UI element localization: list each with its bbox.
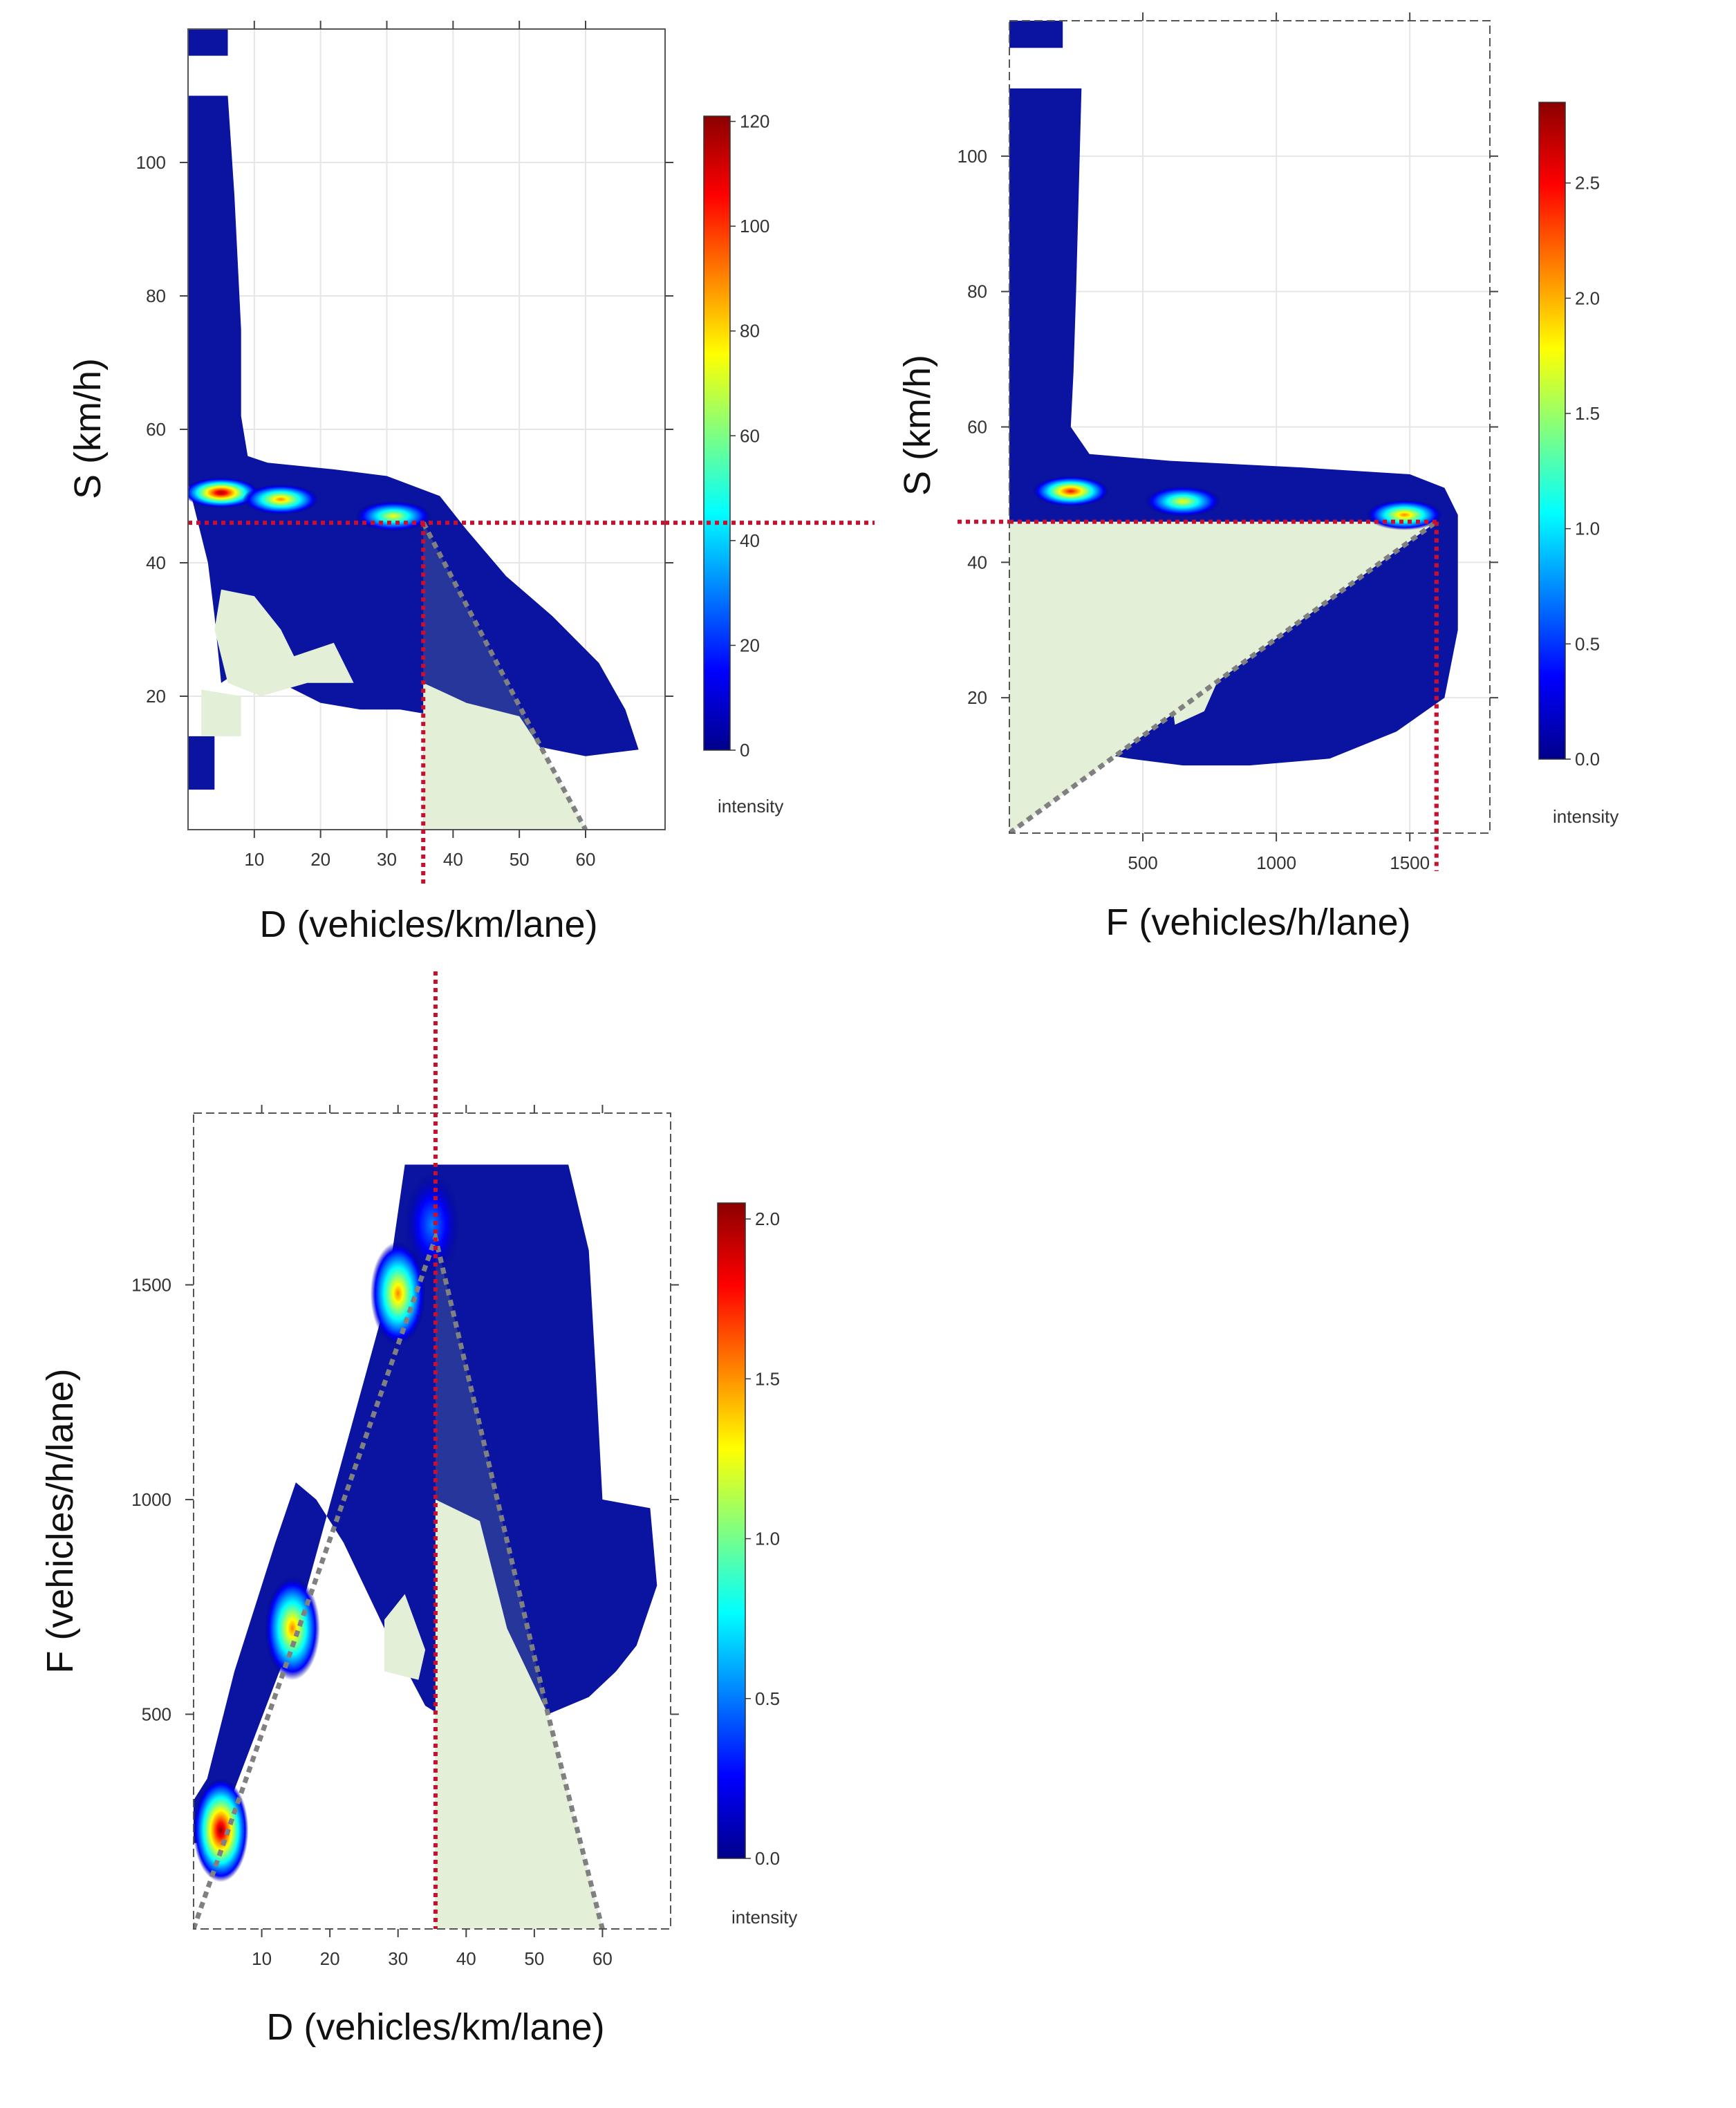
speed-flow-panel: 500 1000 1500 20 40 60 80 100 0.0 0.5 1.0 1.5 2.0 2.…: [871, 0, 1735, 968]
flow-density-x-tick-label: 40: [456, 1948, 476, 1969]
speed-flow-y-tick-label: 40: [967, 552, 987, 572]
flow-density-empty-region: [384, 1594, 426, 1680]
speed-density-chart: 10 20 30 40 50 60 20 40 60 80 100 0 20 40 60 80 100 120 i…: [67, 21, 783, 945]
flow-density-fundamental-diagram-line: [194, 1229, 605, 1929]
speed-density-x-tick-label: 30: [377, 849, 397, 870]
speed-flow-y-axis-title: S (km/h): [897, 355, 938, 496]
speed-density-grid: [188, 29, 665, 830]
speed-density-colorbar-tick-label: 0: [740, 740, 749, 761]
flow-density-x-axis-title: D (vehicles/km/lane): [266, 2006, 604, 2048]
speed-density-colorbar: 0 20 40 60 80 100 120 intensity: [703, 111, 783, 817]
speed-density-x-tick-label: 50: [510, 849, 530, 870]
speed-density-colorbar-tick-label: 100: [740, 216, 769, 236]
speed-density-axes: 10 20 30 40 50 60 20 40 60 80 100: [136, 21, 673, 870]
speed-density-density-region: [188, 29, 228, 56]
speed-flow-colorbar-tick-label: 1.0: [1575, 519, 1600, 539]
speed-flow-axes: 500 1000 1500 20 40 60 80 100: [958, 12, 1498, 873]
speed-density-colorbar-tick-label: 60: [740, 425, 760, 446]
flow-density-x-tick-label: 10: [252, 1948, 272, 1969]
speed-density-density-region: [188, 736, 215, 790]
flow-density-density-region: [194, 1164, 657, 1843]
speed-density-colorbar-tick-label: 20: [740, 635, 760, 655]
flow-density-colorbar-tick-label: 0.5: [755, 1688, 780, 1709]
flow-density-hotspot: [194, 1778, 249, 1883]
speed-flow-colorbar-tick-label: 2.0: [1575, 288, 1600, 308]
flow-density-colorbar-tick-label: 0.0: [755, 1848, 780, 1869]
speed-density-x-tick-label: 20: [310, 849, 330, 870]
speed-flow-hotspot: [1144, 486, 1221, 517]
speed-density-y-tick-label: 40: [146, 552, 166, 573]
flow-density-axes: 10 20 30 40 50 60 500 1000 1500: [131, 1105, 679, 1969]
speed-density-empty-region: [214, 589, 354, 696]
flow-density-colorbar: 0.0 0.5 1.0 1.5 2.0 intensity: [717, 1202, 797, 1928]
speed-density-hotspot: [188, 477, 259, 508]
speed-flow-colorbar-tick-label: 1.5: [1575, 403, 1600, 424]
speed-density-y-tick-label: 100: [136, 152, 166, 173]
speed-density-x-tick-label: 10: [244, 849, 264, 870]
speed-flow-colorbar-ramp: [1538, 102, 1566, 760]
flow-density-plot-frame: [193, 1112, 671, 1930]
speed-flow-x-tick-label: 1000: [1256, 852, 1296, 873]
speed-density-panel: 10 20 30 40 50 60 20 40 60 80 100 0 20 40 60 80 100 120 i…: [0, 0, 878, 968]
speed-density-colorbar-tick-label: 40: [740, 530, 760, 551]
flow-density-empty-region: [435, 1499, 603, 1929]
flow-density-colorbar-title: intensity: [731, 1907, 797, 1928]
speed-flow-y-tick-label: 100: [958, 146, 987, 167]
speed-flow-empty-region: [1169, 603, 1229, 725]
speed-density-hotspot: [355, 501, 432, 532]
speed-flow-colorbar: 0.0 0.5 1.0 1.5 2.0 2.5 intensity: [1538, 102, 1618, 827]
speed-density-colorbar-title: intensity: [718, 796, 783, 817]
flow-density-hotspot: [404, 1173, 460, 1277]
speed-density-colorbar-tick-label: 120: [740, 111, 769, 132]
speed-flow-density-field: [1009, 21, 1458, 833]
flow-density-chart: 10 20 30 40 50 60 500 1000 1500 0.0 0.5 1.0 1.5 2.0 i…: [39, 1105, 797, 2048]
flow-density-x-tick-label: 50: [524, 1948, 544, 1969]
speed-density-colorbar-ramp: [703, 115, 731, 751]
flow-density-hotspot: [370, 1241, 426, 1345]
speed-flow-y-tick-label: 80: [967, 281, 987, 302]
speed-density-y-axis-title: S (km/h): [67, 358, 109, 499]
speed-flow-colorbar-tick-label: 2.5: [1575, 173, 1600, 194]
speed-density-colorbar-tick-label: 80: [740, 321, 760, 342]
speed-flow-chart: 500 1000 1500 20 40 60 80 100 0.0 0.5 1.0 1.5 2.0 2.…: [897, 12, 1618, 943]
speed-flow-x-tick-label: 1500: [1390, 852, 1430, 873]
flow-density-y-tick-label: 500: [142, 1704, 171, 1724]
speed-density-x-tick-label: 60: [576, 849, 596, 870]
speed-density-hotspot: [243, 484, 319, 515]
flow-density-x-tick-label: 30: [388, 1948, 408, 1969]
speed-flow-colorbar-tick-label: 0.0: [1575, 749, 1600, 769]
speed-flow-empty-region: [1011, 562, 1122, 779]
flow-density-colorbar-ramp: [717, 1202, 746, 1859]
flow-density-density-field: [194, 1164, 657, 1929]
speed-density-overlays: [188, 521, 665, 830]
flow-density-y-tick-label: 1500: [131, 1274, 171, 1295]
flow-density-colorbar-tick-label: 1.5: [755, 1368, 780, 1389]
flow-density-x-tick-label: 60: [592, 1948, 613, 1969]
speed-flow-colorbar-title: intensity: [1553, 806, 1618, 827]
speed-density-density-region: [188, 95, 639, 756]
speed-density-y-tick-label: 60: [146, 419, 166, 440]
speed-flow-hotspot: [1032, 476, 1109, 507]
speed-density-y-tick-label: 20: [146, 686, 166, 707]
flow-density-x-tick-label: 20: [320, 1948, 340, 1969]
flow-density-panel: 10 20 30 40 50 60 500 1000 1500 0.0 0.5 1.0 1.5 2.0 i…: [0, 1079, 878, 2102]
speed-density-density-field: [188, 29, 639, 830]
flow-density-overlays: [194, 1113, 605, 1929]
speed-flow-x-axis-title: F (vehicles/h/lane): [1105, 902, 1410, 943]
flow-density-colorbar-tick-label: 1.0: [755, 1529, 780, 1549]
speed-density-empty-region: [201, 689, 241, 736]
speed-flow-colorbar-tick-label: 0.5: [1575, 633, 1600, 654]
flow-density-y-axis-title: F (vehicles/h/lane): [39, 1368, 81, 1673]
flow-density-y-tick-label: 1000: [131, 1489, 171, 1510]
speed-density-y-tick-label: 80: [146, 286, 166, 306]
speed-density-empty-region: [423, 682, 586, 830]
speed-density-x-axis-title: D (vehicles/km/lane): [259, 904, 597, 945]
flow-density-colorbar-tick-label: 2.0: [755, 1209, 780, 1229]
speed-flow-x-tick-label: 500: [1128, 852, 1157, 873]
speed-flow-y-tick-label: 60: [967, 417, 987, 438]
speed-density-x-tick-label: 40: [443, 849, 463, 870]
speed-flow-density-region: [1009, 21, 1063, 48]
speed-flow-y-tick-label: 20: [967, 687, 987, 708]
